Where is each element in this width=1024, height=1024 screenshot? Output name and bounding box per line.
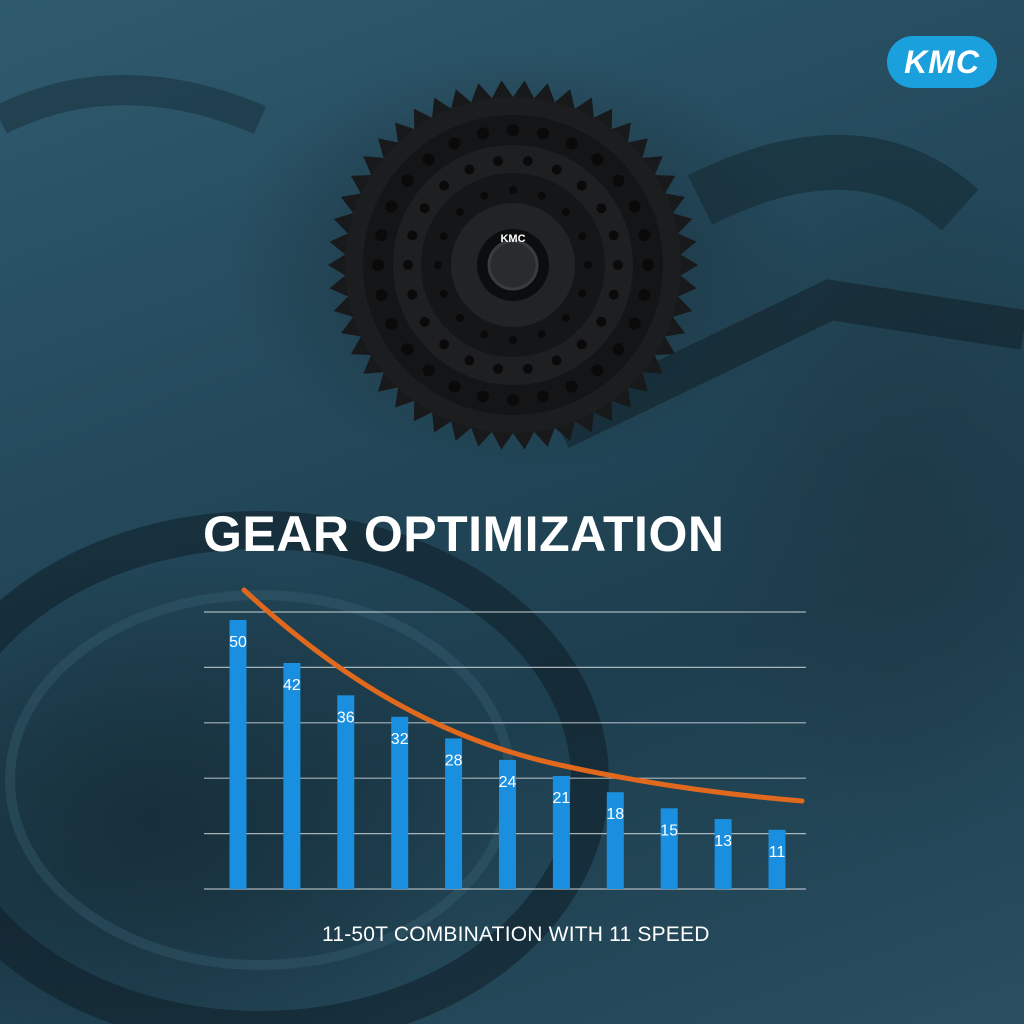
cassette-hole (493, 363, 504, 374)
data-label-3: 36 (337, 709, 355, 726)
data-label-9: 15 (660, 822, 678, 839)
cassette-hole (578, 289, 587, 298)
cassette-hole (562, 314, 570, 322)
cassette-hole (407, 230, 418, 241)
bar-10 (714, 819, 732, 889)
cassette-hole (537, 390, 549, 403)
cassette-hole (422, 153, 435, 166)
cassette-hole (385, 317, 398, 330)
cassette-hole (551, 355, 562, 366)
cassette-hole (562, 208, 570, 216)
cassette-hole (578, 232, 587, 241)
cassette-hole (419, 203, 430, 214)
chart-caption: 11-50T COMBINATION WITH 11 SPEED (322, 923, 710, 946)
cassette-hole (448, 137, 461, 150)
bar-7 (552, 776, 570, 889)
cassette-hole (480, 330, 489, 339)
bar-4 (391, 716, 409, 889)
bar-1 (229, 620, 247, 889)
cassette-hole (407, 289, 418, 300)
bar-11 (768, 829, 786, 889)
cassette-hole (638, 289, 651, 301)
chart-title: GEAR OPTIMIZATION (203, 506, 725, 562)
data-label-10: 13 (714, 833, 732, 850)
cassette-hole (584, 261, 592, 269)
cassette-hole (464, 355, 475, 366)
bar-6 (499, 759, 516, 889)
chart-data-labels: 50 42 36 32 28 24 21 18 15 13 11 (229, 634, 785, 861)
cassette-hole (591, 153, 604, 166)
cassette-hole (596, 203, 607, 214)
data-label-7: 21 (553, 790, 571, 807)
bar-5 (445, 738, 463, 889)
cassette-hole (456, 314, 464, 322)
data-label-2: 42 (283, 677, 301, 694)
cassette-hole (537, 330, 546, 339)
cassette-hole (439, 232, 448, 241)
cassette-hole (493, 156, 504, 167)
cassette-hole (456, 208, 464, 216)
cassette-hole (507, 394, 519, 406)
cassette-hole (372, 259, 384, 271)
data-label-6: 24 (499, 774, 517, 791)
cassette-hole (565, 380, 578, 393)
cassette-hole (537, 191, 546, 200)
bar-8 (606, 792, 624, 889)
cassette-hole (612, 174, 625, 187)
cassette-hole (507, 124, 519, 136)
cassette-hole (480, 191, 489, 200)
data-label-11: 11 (769, 844, 786, 861)
cassette-hole (551, 164, 562, 175)
bar-3 (337, 695, 355, 889)
cassette-hole (537, 127, 549, 140)
cassette-hole (422, 364, 435, 377)
cassette-hole (628, 200, 641, 213)
bar-9 (660, 808, 678, 889)
cassette-image: KMC (328, 80, 698, 450)
cassette-hole (591, 364, 604, 377)
cassette-hole (403, 260, 413, 270)
cassette-hole (477, 127, 489, 140)
cassette-hole (439, 339, 450, 350)
cassette-hole (608, 289, 619, 300)
chart-bars (229, 620, 786, 889)
cassette-hole (401, 174, 414, 187)
cassette-hole (375, 229, 388, 241)
cassette-hole (439, 180, 450, 191)
cassette-hole (401, 343, 414, 356)
cassette-hole (576, 339, 587, 350)
cassette-hole (576, 180, 587, 191)
cassette-hole (596, 316, 607, 327)
cassette-hole (419, 316, 430, 327)
cassette-hole (608, 230, 619, 241)
data-label-8: 18 (606, 806, 624, 823)
cassette-hole (477, 390, 489, 403)
cassette-hole (612, 343, 625, 356)
cassette-hole (434, 261, 442, 269)
cassette-hole (385, 200, 398, 213)
cassette-hole (613, 260, 623, 270)
cassette-hole (509, 336, 517, 344)
cassette-hole (448, 380, 461, 393)
cassette-hole (522, 363, 533, 374)
trend-curve (241, 587, 805, 804)
cassette-hole (642, 259, 654, 271)
data-label-5: 28 (445, 752, 463, 769)
cassette-hole (464, 164, 475, 175)
cassette-hole (628, 317, 641, 330)
kmc-logo: KMC (887, 36, 997, 88)
cassette-hole (439, 289, 448, 298)
bar-2 (283, 663, 301, 889)
cassette-hole (509, 186, 517, 194)
cassette-hub-logo: KMC (500, 233, 525, 245)
cassette-hole (565, 137, 578, 150)
cassette-hole (375, 289, 388, 301)
cassette-hole (522, 156, 533, 167)
data-label-1: 50 (229, 634, 247, 651)
cassette-hole (638, 229, 651, 241)
data-label-4: 32 (391, 731, 409, 748)
